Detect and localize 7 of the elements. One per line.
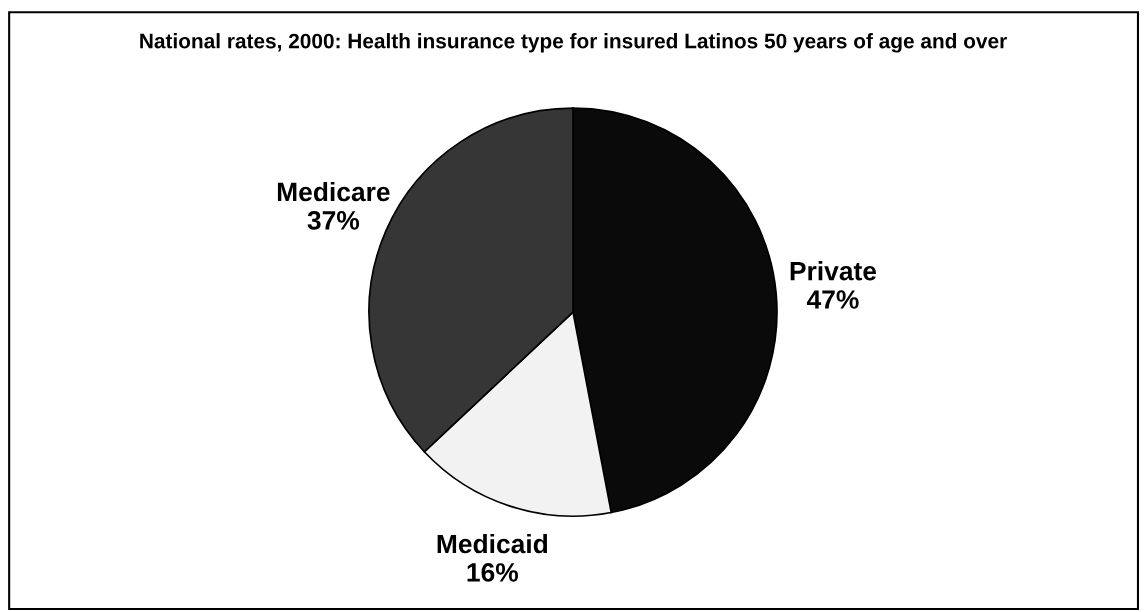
slice-label: Medicaid <box>437 533 548 554</box>
data-label: 16% <box>467 563 519 582</box>
slice-label: Medicare <box>277 181 390 202</box>
data-label: 47% <box>806 290 859 309</box>
chart-title: National rates, 2000: Health insurance type for insured Latinos 50 years of age and over <box>140 33 1007 53</box>
slice-label: Private <box>790 261 877 281</box>
data-label: 37% <box>307 211 360 230</box>
